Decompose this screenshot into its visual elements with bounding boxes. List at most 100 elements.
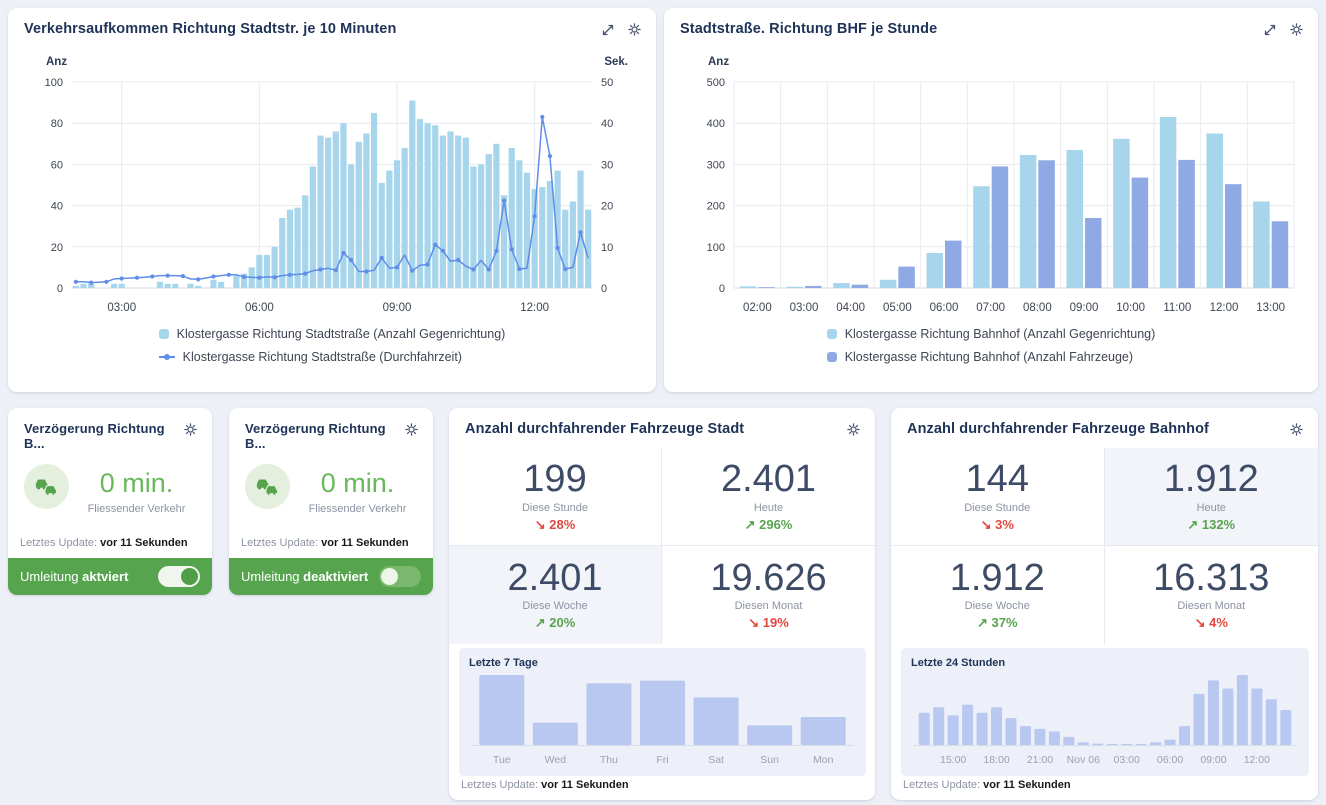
svg-text:Sun: Sun	[760, 754, 779, 766]
svg-text:11:00: 11:00	[1163, 302, 1191, 314]
last-update: Letztes Update: vor 11 Sekunden	[461, 779, 629, 791]
svg-text:10: 10	[601, 242, 613, 254]
last-24-hours-chart: 15:00 18:00 21:00 Nov 06 03:00 06:00 09:00 12:0…	[901, 648, 1309, 776]
stat-diese-stunde: 199 Diese Stunde ↘ 28%	[449, 448, 662, 546]
gear-icon[interactable]	[183, 422, 198, 437]
svg-text:Nov 06: Nov 06	[1067, 754, 1100, 766]
stat-value: 1.912	[949, 556, 1045, 599]
legend-label: Klostergasse Richtung Stadtstraße (Durch…	[182, 350, 462, 364]
gear-icon[interactable]	[404, 422, 419, 437]
delay-value: 0 min.	[320, 468, 395, 498]
svg-text:Fri: Fri	[656, 754, 668, 766]
svg-text:40: 40	[51, 201, 63, 213]
legend-line-marker	[158, 354, 175, 360]
panel-delay-1: Verzögerung Richtung B... 0 min. Fliesse…	[8, 408, 212, 595]
last-7-days-chart: Tue Wed Thu Fri Sat Sun Mon	[459, 648, 866, 776]
svg-text:0: 0	[57, 283, 63, 295]
toggle-label: Umleitung aktviert	[20, 569, 129, 584]
svg-text:Thu: Thu	[600, 754, 618, 766]
svg-text:06:00: 06:00	[1157, 754, 1183, 766]
legend-item-fahrzeuge[interactable]: Klostergasse Richtung Bahnhof (Anzahl Fa…	[826, 350, 1133, 364]
svg-text:15:00: 15:00	[940, 754, 966, 766]
svg-text:12:00: 12:00	[1210, 302, 1239, 314]
svg-text:03:00: 03:00	[1114, 754, 1140, 766]
panel-title: Verkehrsaufkommen Richtung Stadtstr. je …	[24, 21, 397, 37]
delay-value: 0 min.	[99, 468, 174, 498]
legend-square-marker	[826, 329, 837, 339]
stat-label: Heute	[753, 501, 784, 514]
panel-delay-2: Verzögerung Richtung B... 0 min. Fliesse…	[229, 408, 433, 595]
mini-chart-title: Letzte 24 Stunden	[911, 657, 1006, 669]
panel-bhf-hourly: Stadtstraße. Richtung BHF je Stunde Anz …	[664, 8, 1318, 392]
gear-icon[interactable]	[627, 22, 642, 37]
legend-square-marker	[826, 352, 837, 362]
stat-change: ↗ 20%	[534, 615, 576, 631]
stat-heute: 1.912 Heute ↗ 132%	[1104, 448, 1318, 546]
stat-label: Diesen Monat	[734, 600, 803, 613]
stat-diese-woche: 1.912 Diese Woche ↗ 37%	[891, 546, 1105, 644]
svg-text:06:00: 06:00	[245, 302, 274, 314]
stat-value: 2.401	[507, 556, 603, 599]
last-update: Letztes Update: vor 11 Sekunden	[20, 537, 188, 549]
panel-traffic-10min: Verkehrsaufkommen Richtung Stadtstr. je …	[8, 8, 656, 392]
stat-value: 19.626	[710, 556, 827, 599]
svg-text:12:00: 12:00	[1244, 754, 1270, 766]
svg-text:03:00: 03:00	[790, 302, 819, 314]
svg-text:200: 200	[707, 201, 725, 213]
panel-header: Anzahl durchfahrender Fahrzeuge Bahnhof	[891, 408, 1318, 437]
panel-header: Stadtstraße. Richtung BHF je Stunde	[664, 8, 1318, 37]
svg-text:10:00: 10:00	[1116, 302, 1145, 314]
legend-item-durchfahrzeit[interactable]: Klostergasse Richtung Stadtstraße (Durch…	[158, 350, 462, 364]
panel-actions	[1263, 21, 1304, 37]
stat-change: ↗ 296%	[744, 516, 793, 532]
svg-text:20: 20	[601, 201, 613, 213]
stat-value: 2.401	[720, 458, 817, 501]
umleitung-toggle[interactable]	[158, 566, 200, 587]
svg-text:400: 400	[707, 118, 725, 130]
svg-text:0: 0	[601, 283, 607, 295]
umleitung-bar: Umleitung deaktiviert	[229, 558, 433, 595]
svg-text:40: 40	[601, 118, 613, 130]
svg-text:500: 500	[707, 77, 725, 89]
svg-text:Wed: Wed	[545, 754, 567, 766]
delay-body: 0 min. Fliessender Verkehr	[245, 464, 425, 515]
panel-header: Verkehrsaufkommen Richtung Stadtstr. je …	[8, 8, 656, 37]
stat-label: Diese Stunde	[964, 501, 1031, 514]
legend-item-gegenrichtung[interactable]: Klostergasse Richtung Bahnhof (Anzahl Ge…	[826, 327, 1156, 341]
stat-label: Diese Woche	[522, 600, 588, 613]
gear-icon[interactable]	[1289, 22, 1304, 37]
stat-value: 1.912	[1163, 458, 1259, 501]
svg-text:02:00: 02:00	[743, 302, 772, 314]
y-axis-label: Anz	[708, 56, 730, 68]
svg-text:50: 50	[601, 77, 613, 89]
svg-text:21:00: 21:00	[1027, 754, 1053, 766]
toggle-knob	[181, 568, 198, 585]
panel-title: Anzahl durchfahrender Fahrzeuge Bahnhof	[907, 421, 1209, 437]
expand-icon[interactable]	[1263, 23, 1277, 37]
stat-change: ↗ 132%	[1187, 516, 1236, 532]
legend-label: Klostergasse Richtung Stadtstraße (Anzah…	[176, 327, 506, 341]
traffic-10min-chart: 0 0 20 10 40 20 60 30 80 40 100 50 03:00 06:00 09:00 12…	[22, 66, 642, 318]
svg-text:60: 60	[51, 159, 63, 171]
legend-item-gegenrichtung[interactable]: Klostergasse Richtung Stadtstraße (Anzah…	[158, 327, 506, 341]
svg-text:18:00: 18:00	[983, 754, 1009, 766]
gear-icon[interactable]	[1289, 422, 1304, 437]
stat-diesen-monat: 16.313 Diesen Monat ↘ 4%	[1105, 546, 1319, 644]
stat-label: Diesen Monat	[1177, 600, 1246, 613]
gear-icon[interactable]	[846, 422, 861, 437]
legend-label: Klostergasse Richtung Bahnhof (Anzahl Ge…	[844, 327, 1156, 341]
svg-text:13:00: 13:00	[1256, 302, 1285, 314]
stat-diese-stunde: 144 Diese Stunde ↘ 3%	[891, 448, 1105, 546]
svg-text:03:00: 03:00	[107, 302, 136, 314]
last-update: Letztes Update: vor 11 Sekunden	[903, 779, 1071, 791]
svg-text:06:00: 06:00	[930, 302, 959, 314]
stat-heute: 2.401 Heute ↗ 296%	[662, 448, 875, 546]
umleitung-toggle[interactable]	[379, 566, 421, 587]
svg-text:80: 80	[51, 118, 63, 130]
svg-text:100: 100	[707, 242, 725, 254]
stat-label: Diese Woche	[964, 600, 1030, 613]
svg-text:Tue: Tue	[493, 754, 511, 766]
expand-icon[interactable]	[601, 23, 615, 37]
stats-grid: 199 Diese Stunde ↘ 28% 2.401 Heute ↗ 296…	[449, 448, 875, 644]
legend: Klostergasse Richtung Bahnhof (Anzahl Ge…	[664, 327, 1318, 364]
